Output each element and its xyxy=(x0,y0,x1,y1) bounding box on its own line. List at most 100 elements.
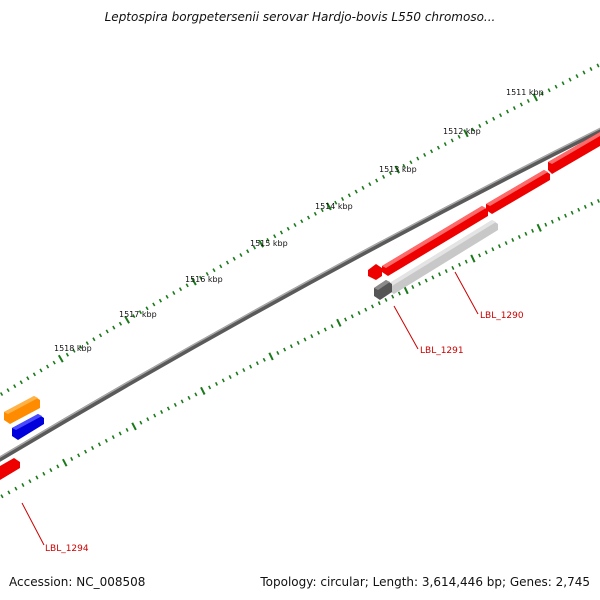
scale-tick xyxy=(214,381,219,386)
scale-tick xyxy=(165,294,169,299)
scale-tick xyxy=(457,134,461,139)
scale-tick xyxy=(57,354,64,363)
scale-tick xyxy=(83,449,88,454)
scale-tick xyxy=(98,333,103,338)
scale-tick xyxy=(451,265,455,270)
scale-tick xyxy=(296,340,300,345)
scale-tick xyxy=(242,368,246,373)
scale-tick xyxy=(526,98,530,103)
scale-tick xyxy=(458,262,462,267)
scale-tick xyxy=(478,253,482,258)
scale-tick xyxy=(323,327,327,332)
scale-tick xyxy=(105,329,109,334)
scale-tick xyxy=(152,302,156,307)
scale-tick xyxy=(388,171,392,176)
scale-tick xyxy=(336,318,342,327)
scale-tick xyxy=(194,392,198,397)
scale-tick xyxy=(262,357,266,362)
scale-tick xyxy=(32,372,36,377)
gene-feature-lbl-1290[interactable] xyxy=(388,220,498,294)
scale-tick xyxy=(403,286,409,295)
scale-tick xyxy=(485,120,489,125)
scale-tick xyxy=(596,198,600,203)
gene-feature-orange[interactable] xyxy=(4,396,40,424)
gene-feature[interactable] xyxy=(382,206,488,276)
gene-label-lbl-1291[interactable]: LBL_1291 xyxy=(420,346,464,356)
gene-feature[interactable] xyxy=(368,264,382,280)
scale-tick xyxy=(124,315,130,324)
scale-tick xyxy=(550,219,554,224)
gene-feature-lbl-1291[interactable] xyxy=(374,280,392,300)
scale-tick xyxy=(397,291,401,296)
scale-tick xyxy=(166,406,171,411)
scale-label-1512: 1512 kbp xyxy=(443,127,481,136)
scale-tick xyxy=(118,321,123,326)
scale-tick xyxy=(431,275,435,280)
scale-tick xyxy=(596,63,600,68)
scale-tick xyxy=(575,74,579,79)
scale-tick xyxy=(79,344,83,349)
scale-tick xyxy=(42,471,46,476)
scale-tick xyxy=(471,127,475,132)
scale-tick xyxy=(532,93,538,102)
scale-tick xyxy=(361,185,365,190)
scale-tick xyxy=(118,431,122,436)
outer-tick-track xyxy=(0,63,600,397)
scale-tick xyxy=(536,223,542,232)
scale-tick xyxy=(139,420,143,425)
scale-tick xyxy=(49,468,53,473)
scale-tick xyxy=(158,298,162,303)
scale-tick xyxy=(368,182,372,187)
scale-tick xyxy=(557,216,561,221)
scale-tick xyxy=(72,348,76,353)
scale-tick xyxy=(497,244,501,249)
scale-tick xyxy=(492,116,496,121)
scale-tick xyxy=(330,324,334,329)
scale-tick xyxy=(300,219,304,224)
gene-feature-blue[interactable] xyxy=(12,414,44,440)
scale-tick xyxy=(512,106,516,111)
scale-tick xyxy=(65,352,69,357)
scale-tick xyxy=(443,142,447,147)
gene-feature[interactable] xyxy=(548,132,600,174)
scale-tick xyxy=(178,287,183,292)
scale-tick xyxy=(19,380,23,385)
scale-tick xyxy=(283,347,287,352)
scale-tick xyxy=(484,250,488,255)
gene-label-lbl-1290[interactable]: LBL_1290 xyxy=(480,311,524,321)
scale-tick xyxy=(160,410,164,414)
scale-tick xyxy=(279,230,284,235)
scale-tick xyxy=(577,207,581,212)
gene-feature-lbl-1294[interactable] xyxy=(0,458,20,480)
scale-tick xyxy=(429,149,434,154)
scale-tick xyxy=(540,91,544,96)
leader-line-lbl-1294 xyxy=(21,502,45,546)
scale-tick xyxy=(478,124,482,128)
scale-tick xyxy=(173,402,177,407)
scale-tick xyxy=(504,241,508,246)
scale-tick xyxy=(180,399,184,404)
scale-tick xyxy=(172,291,176,295)
scale-tick xyxy=(90,446,95,450)
scale-tick xyxy=(444,269,448,274)
scale-tick xyxy=(252,245,256,250)
gene-label-lbl-1294[interactable]: LBL_1294 xyxy=(45,544,89,554)
scale-tick xyxy=(313,211,317,216)
scale-tick xyxy=(524,231,528,236)
scale-tick xyxy=(505,109,510,114)
scale-tick xyxy=(417,281,422,286)
scale-tick xyxy=(200,386,206,395)
scale-tick xyxy=(52,360,56,365)
scale-tick xyxy=(276,351,280,355)
scale-tick xyxy=(104,438,108,443)
gene-feature[interactable] xyxy=(486,170,550,214)
scale-tick xyxy=(470,254,476,263)
scale-tick xyxy=(517,234,521,239)
scale-tick xyxy=(306,215,311,220)
scale-tick xyxy=(464,259,468,264)
scale-tick xyxy=(350,314,354,319)
scale-tick xyxy=(370,304,375,309)
scale-tick xyxy=(219,264,223,269)
scale-tick xyxy=(39,368,43,373)
